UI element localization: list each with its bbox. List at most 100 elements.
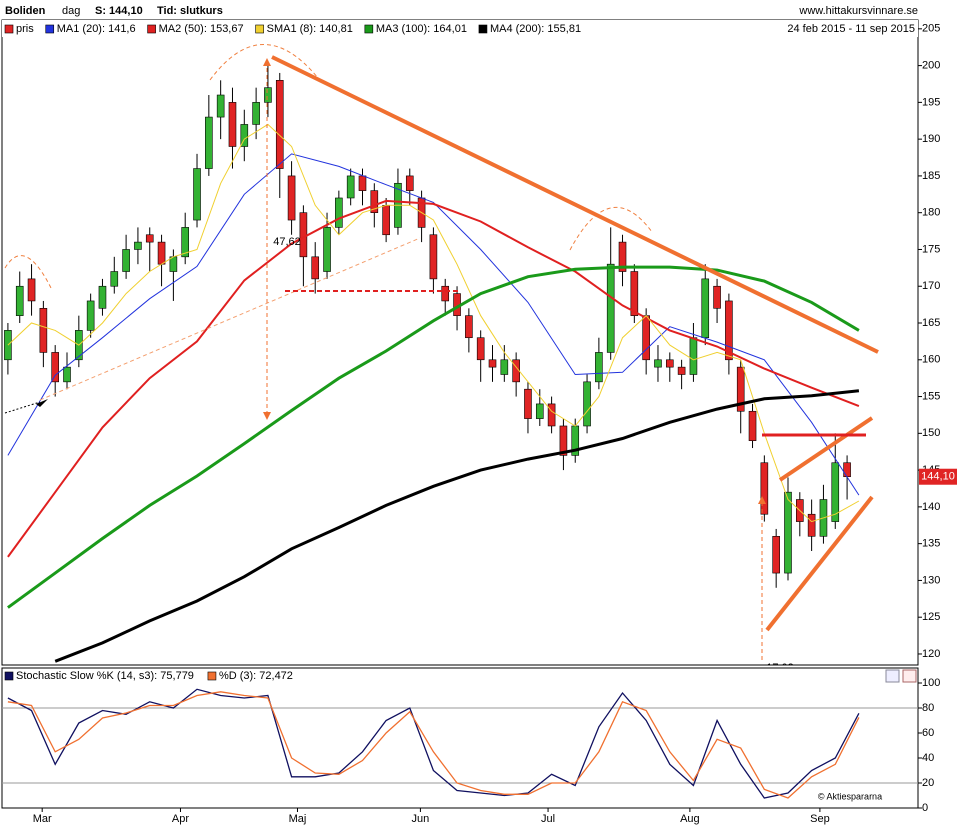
- legend-label: %D (3): 72,472: [219, 670, 293, 682]
- candle-body: [441, 285, 450, 302]
- candle-body: [429, 234, 438, 280]
- y-tick-label: 0: [922, 802, 928, 814]
- candle-body: [346, 175, 355, 199]
- legend-label: Stochastic Slow %K (14, s3): 75,779: [16, 670, 194, 682]
- watermark: © Aktiespararna: [818, 791, 882, 801]
- legend-label: MA1 (20): 141,6: [57, 23, 136, 35]
- candle-body: [51, 352, 59, 383]
- legend-swatch: [478, 24, 488, 34]
- series-line: [7, 153, 860, 496]
- candle-body: [583, 381, 591, 427]
- series-line: [7, 265, 860, 609]
- trendline: [271, 55, 879, 354]
- drawings: [4, 44, 879, 660]
- legend-swatch: [147, 24, 156, 34]
- y-tick-label: 135: [922, 538, 940, 550]
- candle-body: [689, 337, 698, 375]
- y-tick-label: 100: [922, 677, 940, 689]
- x-tick-label: Aug: [680, 813, 700, 825]
- y-tick-label: 125: [922, 611, 940, 623]
- candle-body: [193, 168, 201, 221]
- y-tick-label: 175: [922, 243, 940, 255]
- y-tick-label: 195: [922, 96, 940, 108]
- y-tick-label: 170: [922, 280, 940, 292]
- legend-swatch: [45, 24, 55, 34]
- candle-body: [725, 300, 733, 361]
- y-tick-label: 140: [922, 501, 940, 513]
- close-icon[interactable]: [902, 669, 917, 683]
- legend-label: pris: [16, 23, 34, 35]
- candle-body: [382, 205, 390, 236]
- arrow: [758, 496, 766, 504]
- candle-body: [86, 300, 95, 331]
- arrow: [36, 399, 48, 407]
- last-price: S: 144,10: [95, 5, 143, 17]
- candle-body: [240, 124, 249, 147]
- series-line: [7, 688, 860, 799]
- candle-body: [98, 285, 107, 309]
- series-line: [7, 123, 860, 523]
- candle-body: [713, 285, 721, 309]
- candle-body: [323, 227, 331, 272]
- candle-body: [547, 403, 556, 427]
- y-tick-label: 20: [922, 777, 934, 789]
- legend-swatch: [4, 24, 14, 34]
- y-tick-label: 200: [922, 60, 940, 72]
- legend-swatch: [4, 671, 14, 681]
- stoch-panel: [1, 667, 919, 809]
- candle-body: [39, 308, 48, 353]
- candle-body: [595, 352, 603, 383]
- candle-body: [228, 102, 237, 147]
- candle-body: [275, 80, 284, 169]
- mode: Tid: slutkurs: [157, 5, 223, 17]
- series-line: [7, 199, 860, 558]
- plot-layer: [2, 688, 918, 799]
- candle-body: [15, 285, 24, 316]
- annotation: 47,62: [273, 236, 301, 248]
- candle-body: [205, 116, 213, 169]
- legend-label: MA2 (50): 153,67: [159, 23, 244, 35]
- y-tick-label: 130: [922, 574, 940, 586]
- candle-body: [748, 410, 757, 441]
- series-line: [54, 389, 860, 663]
- candle-body: [311, 256, 320, 280]
- annotation: 17,03: [766, 662, 794, 674]
- y-tick-label: 40: [922, 752, 934, 764]
- candle-body: [169, 256, 178, 272]
- period: dag: [62, 5, 80, 17]
- x-tick-label: Jul: [541, 813, 555, 825]
- legend-swatch: [207, 671, 217, 681]
- candle-body: [784, 491, 792, 574]
- drawing: [569, 206, 653, 251]
- candle-body: [252, 102, 260, 125]
- trendline: [765, 495, 874, 632]
- price-tag: [919, 468, 957, 485]
- candle-body: [760, 462, 769, 515]
- candle-body: [358, 175, 367, 191]
- y-tick-label: 155: [922, 390, 940, 402]
- y-tick-label: 180: [922, 207, 940, 219]
- candle-body: [535, 403, 544, 419]
- series-line: [7, 691, 860, 799]
- x-tick-label: Apr: [172, 813, 189, 825]
- zoom-icon[interactable]: [885, 669, 900, 683]
- candle-body: [122, 249, 130, 272]
- candle-body: [370, 190, 379, 213]
- candle-body: [287, 175, 296, 221]
- candle-body: [677, 366, 686, 375]
- y-tick-label: 205: [922, 23, 940, 35]
- x-tick-label: Sep: [810, 813, 830, 825]
- title: Boliden: [5, 5, 46, 17]
- price-tag-label: 144,10: [921, 471, 955, 483]
- candle-body: [110, 271, 119, 287]
- legend-swatch: [364, 24, 374, 34]
- x-tick-label: Mar: [33, 813, 52, 825]
- date-range: 24 feb 2015 - 11 sep 2015: [787, 23, 915, 35]
- candle-body: [134, 241, 142, 250]
- y-tick-label: 80: [922, 702, 934, 714]
- x-tick-label: Jun: [412, 813, 430, 825]
- source: www.hittakursvinnare.se: [798, 5, 918, 17]
- candle-body: [405, 175, 414, 191]
- candle-body: [524, 388, 532, 419]
